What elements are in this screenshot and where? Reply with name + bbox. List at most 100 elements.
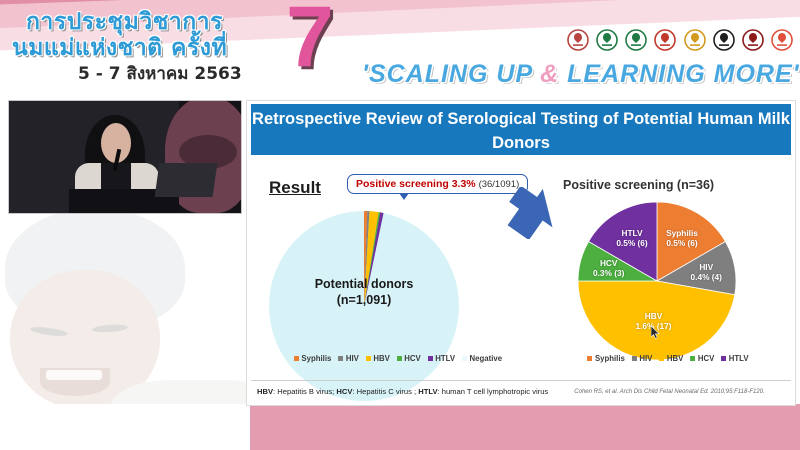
legend-right-swatch-hiv [631, 356, 637, 361]
pie-left-center-line2: (n=1,091) [336, 293, 392, 307]
footer-citation: Cohen RS, et al. Arch Dis Child Fetal Ne… [574, 388, 765, 395]
legend-left-item-negative: Negative [462, 354, 502, 363]
legend-right-swatch-hbv [659, 356, 665, 361]
legend-right-label-hcv: HCV [697, 354, 715, 363]
callout-highlight-text: Positive screening 3.3% [356, 178, 476, 190]
legend-right-label-syphilis: Syphilis [594, 354, 625, 363]
pie-right-label-syphilis-name: Syphilis [666, 227, 698, 238]
conference-edition-number: 7 [286, 0, 334, 85]
chart-positive-screening-pie [577, 201, 737, 361]
legend-left-label-hiv: HIV [345, 354, 359, 363]
presentation-slide: Retrospective Review of Serological Test… [246, 100, 796, 406]
pie-left-positive-slivers [364, 211, 384, 306]
footer-hcv-text: : Hepatitis C virus ; [352, 387, 419, 396]
baby-hat [5, 208, 185, 328]
pie-right-title: Positive screening (n=36) [563, 178, 715, 192]
slide-title: Retrospective Review of Serological Test… [251, 104, 791, 155]
footer-hbv-text: : Hepatitis B virus; [273, 387, 337, 396]
footer-hbv-key: HBV [257, 387, 274, 396]
baby-mouth [40, 368, 110, 396]
pie-right-slice-htlv [588, 201, 658, 282]
legend-left-item-hiv: HIV [338, 354, 359, 363]
legend-left-label-hcv: HCV [404, 354, 421, 363]
legend-right-label-hbv: HBV [666, 354, 684, 363]
baby-face [10, 270, 160, 410]
pie-right-label-hcv: HCV 0.3% (3) [579, 258, 639, 278]
conference-thai-title-line1: การประชุมวิชาการ [26, 9, 223, 35]
pie-left-center-label: Potential donors (n=1,091) [269, 276, 459, 308]
legend-right-item-hbv: HBV [659, 354, 683, 363]
pie-right-label-syphilis-value: 0.5% (6) [666, 237, 698, 248]
logo-royal-seal-maroon-icon [741, 28, 765, 52]
logo-royal-crest-gold-icon [683, 28, 707, 52]
conference-date: 5 - 7 สิงหาคม 2563 [78, 64, 242, 84]
positive-screening-callout: Positive screening 3.3% (36/1091) [347, 174, 529, 194]
footer-htlv-text: : human T cell lymphotropic virus [437, 387, 549, 396]
pie-left-slice-syphilis [364, 211, 368, 306]
pie-right-label-htlv-value: 0.5% (6) [616, 237, 648, 248]
legend-left: Syphilis HIV HBV HCV HTLV Negative [273, 354, 523, 363]
footer-abbreviations: HBV: Hepatitis B virus; HCV: Hepatitis C… [257, 387, 548, 396]
slide-footer: HBV: Hepatitis B virus; HCV: Hepatitis C… [251, 380, 791, 402]
pie-right-label-hiv-value: 0.4% (4) [690, 272, 722, 283]
pie-right-label-hbv: HBV 1.6% (17) [624, 311, 684, 331]
tagline-suffix: LEARNING MORE' [559, 60, 800, 88]
legend-left-swatch-htlv [427, 356, 433, 361]
legend-left-item-htlv: HTLV [427, 354, 456, 363]
pie-right-slice-syphilis [656, 201, 726, 282]
pie-left-center-line1: Potential donors [314, 277, 414, 291]
logo-black-garuda-icon [712, 28, 736, 52]
legend-right: Syphilis HIV HBV HCV HTLV [553, 354, 783, 363]
logo-thai-breastfeeding-centre-icon [566, 28, 590, 52]
pie-left-slice-hiv [364, 211, 370, 306]
logo-ministry-public-health-1-icon [595, 28, 619, 52]
logo-thaihealth-sss-icon [770, 28, 794, 52]
result-heading: Result [269, 178, 321, 197]
pie-left-slice-hbv [364, 211, 379, 306]
legend-right-item-htlv: HTLV [721, 354, 749, 363]
pie-right-label-hcv-name: HCV [599, 258, 618, 269]
footer-htlv-key: HTLV [418, 387, 438, 396]
conference-thai-title-line2: นมแม่แห่งชาติ ครั้งที่ [12, 35, 228, 61]
pie-right-label-syphilis: Syphilis 0.5% (6) [652, 228, 712, 248]
pie-left-slice-htlv [364, 212, 384, 306]
speaker-video-thumbnail[interactable] [8, 100, 242, 214]
conference-tagline: 'SCALING UP & LEARNING MORE' [362, 60, 800, 89]
legend-left-swatch-syphilis [293, 356, 299, 361]
pie-right-label-htlv-name: HTLV [621, 227, 643, 238]
callout-pointer [399, 193, 409, 200]
legend-left-label-negative: Negative [469, 354, 503, 363]
legend-right-item-hiv: HIV [631, 354, 653, 363]
pie-right-label-hbv-value: 1.6% (17) [635, 320, 672, 331]
legend-left-swatch-hbv [365, 356, 371, 361]
legend-left-item-hbv: HBV [365, 354, 390, 363]
footer-hcv-key: HCV [336, 387, 353, 396]
chart-potential-donors-pie [269, 211, 459, 401]
legend-left-label-htlv: HTLV [435, 354, 456, 363]
legend-right-swatch-htlv [721, 356, 727, 361]
tagline-ampersand: & [540, 60, 560, 88]
sponsor-logo-row [566, 24, 794, 56]
legend-left-item-syphilis: Syphilis [293, 354, 332, 363]
bottom-left-white-panel [0, 404, 250, 450]
legend-left-swatch-hcv [396, 356, 402, 361]
pie-right-label-hbv-name: HBV [644, 310, 663, 321]
tagline-prefix: 'SCALING UP [362, 60, 541, 88]
legend-left-swatch-hiv [338, 356, 344, 361]
baby-teeth [46, 370, 102, 380]
logo-ministry-public-health-2-icon [624, 28, 648, 52]
logo-royal-emblem-red-icon [653, 28, 677, 52]
pie-right-label-hcv-value: 0.3% (3) [593, 268, 625, 279]
callout-detail-text: (36/1091) [478, 179, 520, 190]
legend-right-item-syphilis: Syphilis [587, 354, 625, 363]
blue-arrow-icon [507, 187, 553, 239]
laptop [154, 163, 218, 197]
legend-right-label-hiv: HIV [639, 354, 653, 363]
legend-right-item-hcv: HCV [690, 354, 714, 363]
legend-left-label-hbv: HBV [373, 354, 390, 363]
legend-right-swatch-syphilis [587, 356, 593, 361]
pie-right-label-htlv: HTLV 0.5% (6) [602, 228, 662, 248]
legend-left-label-syphilis: Syphilis [301, 354, 332, 363]
legend-right-swatch-hcv [690, 356, 696, 361]
